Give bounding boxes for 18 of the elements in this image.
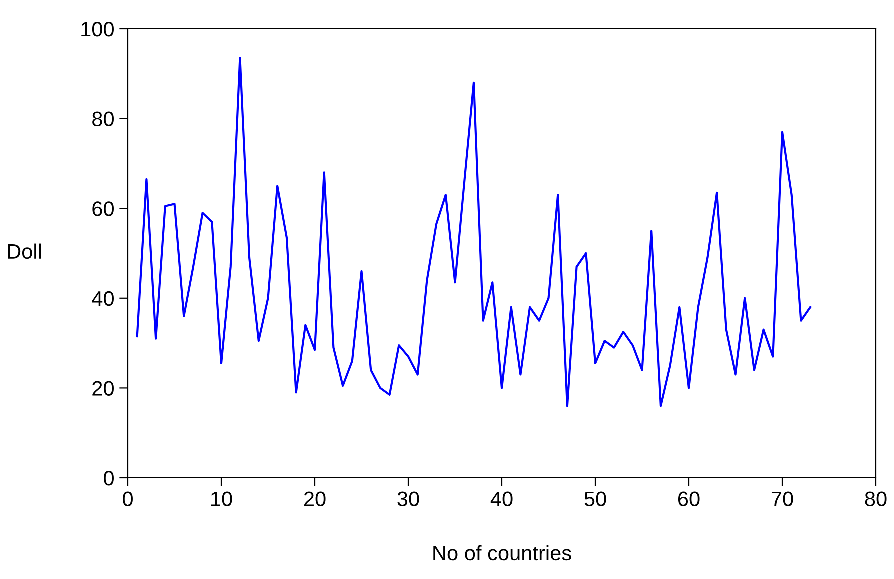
x-tick-label: 70 <box>772 492 794 506</box>
y-tick-label: 60 <box>92 202 114 216</box>
x-tick-label: 30 <box>398 492 420 506</box>
x-tick-label: 0 <box>123 492 133 506</box>
x-tick-label: 50 <box>584 492 606 506</box>
y-tick-label: 100 <box>82 22 114 37</box>
x-tick-label: 80 <box>865 492 887 506</box>
x-tick-label: 60 <box>678 492 700 506</box>
y-axis-title: Doll <box>8 244 42 260</box>
y-tick-label: 0 <box>104 471 114 486</box>
x-tick-label: 10 <box>212 492 232 506</box>
y-tick-label: 40 <box>92 291 114 306</box>
line-series <box>136 57 812 408</box>
x-axis-title: No of countries <box>434 545 572 561</box>
y-tick-label: 20 <box>92 381 114 396</box>
x-tick-label: 40 <box>490 492 513 506</box>
x-tick-label: 20 <box>304 492 326 506</box>
y-tick-label: 80 <box>92 112 114 127</box>
